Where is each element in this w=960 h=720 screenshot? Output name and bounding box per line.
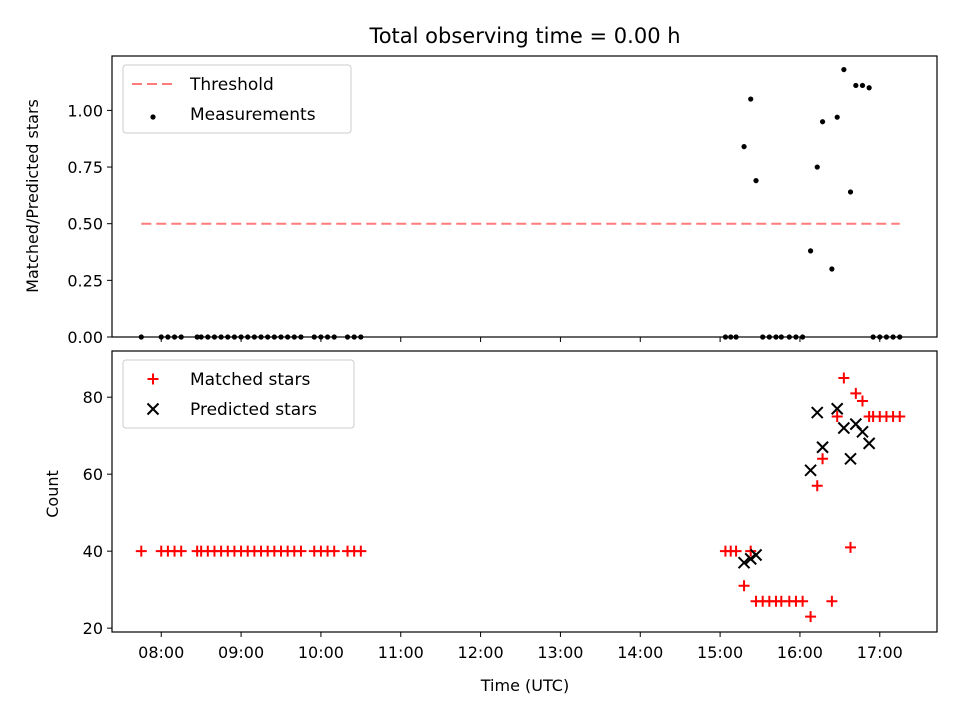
- matched-star-point: [135, 545, 147, 557]
- legend-label: Measurements: [190, 105, 316, 125]
- panel-counts: 20 40 60 80 08:00 09:00 10:00 11:00 12:00 13:00 14…: [83, 350, 938, 662]
- predicted-star-point: [744, 552, 757, 566]
- matched-star-point: [894, 410, 906, 422]
- measurement-point: [866, 85, 872, 91]
- legend-label: Predicted stars: [190, 400, 317, 420]
- measurement-point: [819, 119, 826, 125]
- x-tick-label: 13:00: [537, 643, 583, 662]
- legend-label: Matched stars: [190, 370, 310, 390]
- legend: Threshold Measurements: [122, 64, 352, 134]
- plot-frame: [111, 55, 938, 338]
- legend: Matched stars Predicted stars: [122, 359, 355, 429]
- top-y-axis-label: Matched/Predicted stars: [23, 99, 42, 293]
- measurement-point: [814, 164, 820, 170]
- legend-matched-swatch: [147, 373, 159, 385]
- matched-star-point: [826, 595, 838, 607]
- predicted-star-point: [830, 402, 844, 415]
- matched-star-point: [328, 545, 340, 557]
- chart-title: Total observing time = 0.00 h: [368, 24, 680, 48]
- plot-frame: [111, 350, 938, 633]
- measurement-point: [841, 66, 847, 73]
- legend-box: [122, 359, 355, 429]
- matched-star-point: [838, 372, 850, 384]
- matched-star-point: [845, 541, 857, 553]
- panel-ratio: 0.00 0.25 0.50 0.75 1.00 Threshold Measurement…: [67, 55, 938, 347]
- matched-star-point: [745, 545, 757, 557]
- x-axis-label: Time (UTC): [480, 676, 569, 695]
- x-tick-label: 08:00: [138, 643, 184, 662]
- matched-star-point: [811, 480, 823, 492]
- measurement-point: [807, 248, 814, 254]
- predicted-star-point: [856, 425, 869, 439]
- measurement-point: [847, 189, 854, 195]
- measurement-point: [834, 114, 840, 120]
- matched-star-point: [730, 545, 742, 557]
- matched-star-point: [797, 595, 809, 607]
- predicted-star-point: [811, 406, 824, 419]
- x-tick-label: 11:00: [378, 643, 424, 662]
- matched-star-point: [850, 387, 862, 399]
- y-tick-label: 0.25: [67, 271, 103, 290]
- measurement-point: [829, 266, 835, 272]
- matched-star-point: [355, 545, 367, 557]
- predicted-star-point: [816, 441, 829, 454]
- matched-star-point: [856, 395, 868, 407]
- y-tick-label: 1.00: [67, 101, 103, 120]
- predicted-star-point: [837, 421, 851, 435]
- legend-measurement-swatch: [150, 114, 156, 120]
- legend-box: [122, 64, 352, 134]
- bottom-y-axis-label: Count: [43, 470, 62, 518]
- y-tick-label: 0.75: [67, 158, 103, 177]
- x-tick-label: 12:00: [458, 643, 504, 662]
- matched-star-point: [831, 410, 843, 422]
- y-tick-label: 0.50: [67, 215, 103, 234]
- predicted-star-point: [749, 548, 763, 562]
- predicted-star-point: [844, 452, 857, 465]
- measurement-point: [753, 178, 759, 184]
- matched-star-point: [817, 453, 829, 465]
- legend-label: Threshold: [189, 75, 274, 95]
- matched-star-point: [738, 580, 750, 592]
- matched-star-point: [175, 545, 187, 557]
- measurement-point: [859, 82, 866, 89]
- x-tick-label: 09:00: [218, 643, 264, 662]
- matched-star-point: [805, 611, 817, 623]
- y-tick-label: 60: [83, 465, 103, 484]
- predicted-star-point: [737, 556, 751, 569]
- x-tick-label: 17:00: [857, 643, 903, 662]
- matched-star-point: [295, 545, 307, 557]
- measurement-point: [853, 82, 859, 89]
- measurement-point: [748, 96, 754, 102]
- y-tick-label: 40: [83, 542, 103, 561]
- legend-predicted-swatch: [146, 402, 160, 416]
- x-tick-label: 16:00: [777, 643, 823, 662]
- y-tick-label: 20: [83, 619, 103, 638]
- x-tick-label: 10:00: [298, 643, 344, 662]
- x-tick-label: 15:00: [697, 643, 743, 662]
- y-tick-label: 80: [83, 388, 103, 407]
- measurement-point: [741, 144, 747, 150]
- y-tick-label: 0.00: [67, 328, 103, 347]
- predicted-star-point: [862, 437, 876, 450]
- x-tick-label: 14:00: [617, 643, 663, 662]
- predicted-star-point: [804, 464, 817, 477]
